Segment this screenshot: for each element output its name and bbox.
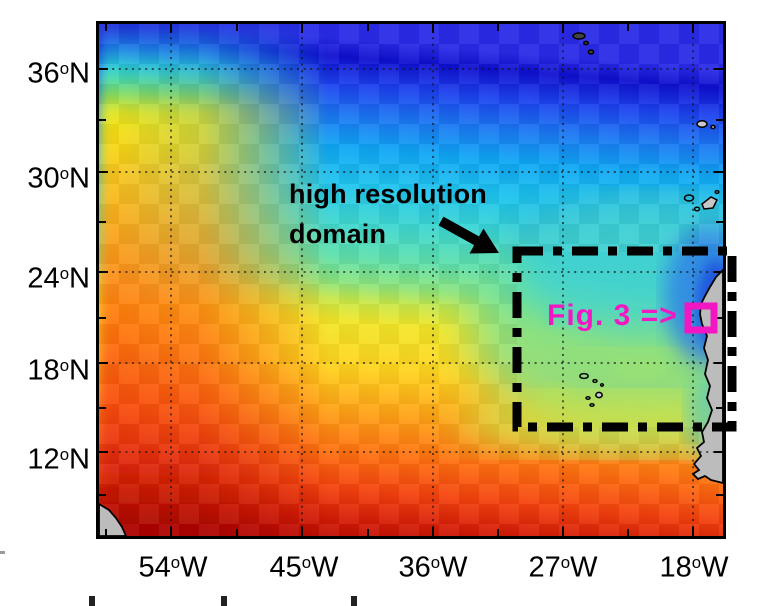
degree-symbol: o — [691, 553, 702, 572]
coarse-grid-texture — [99, 24, 723, 536]
degree-symbol: o — [560, 553, 571, 572]
lat-label-36n: 36oN — [27, 57, 90, 90]
bottom-ticks — [105, 527, 694, 536]
degree-symbol: o — [430, 553, 441, 572]
lon-label-18w: 18oW — [659, 551, 729, 584]
degree-symbol: o — [59, 264, 70, 283]
azores-islands — [572, 32, 595, 55]
madeira-islands — [696, 120, 716, 130]
degree-symbol: o — [170, 553, 181, 572]
lat-label-18n: 18oN — [27, 354, 90, 387]
lon-label-27w: 27oW — [528, 551, 598, 584]
cropped-colorbar-ticks — [89, 596, 357, 606]
south-america-tip — [99, 502, 127, 536]
left-ticks — [99, 68, 108, 496]
degree-symbol: o — [59, 356, 70, 375]
fig3-annotation: Fig. 3 => — [547, 299, 678, 332]
top-ticks — [105, 24, 694, 33]
lat-label-30n: 30oN — [27, 162, 90, 195]
lon-label-36w: 36oW — [398, 551, 468, 584]
cropped-left-mark — [0, 551, 5, 554]
degree-symbol: o — [59, 164, 70, 183]
lat-label-12n: 12oN — [27, 443, 90, 476]
degree-symbol: o — [301, 553, 312, 572]
graticule — [99, 24, 723, 536]
lon-label-45w: 45oW — [269, 551, 339, 584]
canary-islands — [683, 189, 720, 212]
lat-label-24n: 24oN — [27, 262, 90, 295]
sst-field — [99, 24, 723, 536]
degree-symbol: o — [59, 445, 70, 464]
degree-symbol: o — [59, 59, 70, 78]
sst-map-svg — [99, 24, 723, 536]
lon-label-54w: 54oW — [138, 551, 208, 584]
map-plot — [96, 21, 726, 539]
domain-annotation-line1: high resolution — [289, 179, 487, 209]
domain-annotation-line2: domain — [289, 219, 387, 249]
